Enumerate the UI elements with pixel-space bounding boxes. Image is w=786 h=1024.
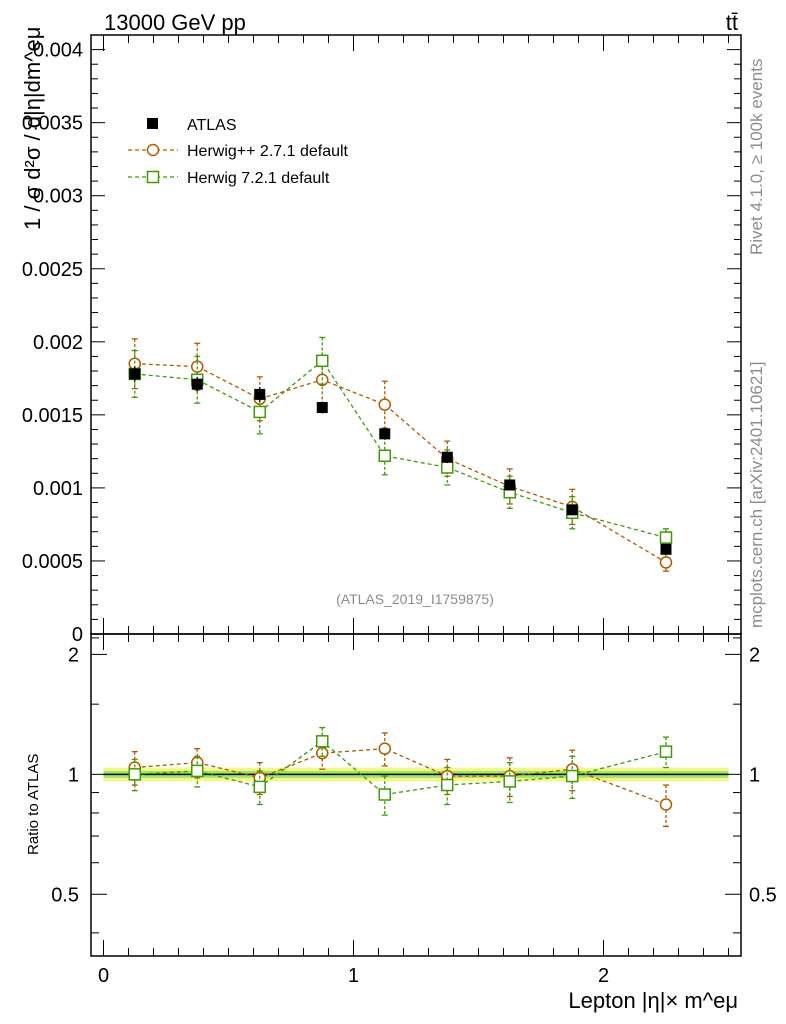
ratio-point-herwigpp xyxy=(378,742,391,755)
legend-label-atlas: ATLAS xyxy=(187,117,237,134)
main-y-tick-label: 0.0025 xyxy=(22,259,83,281)
main-point-data xyxy=(254,388,266,400)
ratio-frame xyxy=(90,633,742,957)
main-point-data xyxy=(566,504,578,516)
main-y-tick-label: 0.0005 xyxy=(22,551,83,573)
energy-label: 13000 GeV pp xyxy=(104,10,246,35)
main-point-herwig7 xyxy=(441,461,454,474)
main-y-tick-label: 0 xyxy=(72,624,83,646)
ratio-point-herwig7 xyxy=(566,769,579,783)
main-line-herwigpp xyxy=(134,363,667,563)
ratio-point-herwigpp xyxy=(659,798,673,811)
main-point-data xyxy=(129,368,141,380)
ratio-line-herwig7 xyxy=(134,740,667,796)
legend-marker-herwig7 xyxy=(146,170,160,184)
main-point-herwig7 xyxy=(659,531,673,544)
ratio-y-tick-label-right: 1 xyxy=(749,764,760,786)
main-y-tick-label: 0.003 xyxy=(33,186,83,208)
ratio-y-tick-label: 1 xyxy=(68,764,79,786)
mcplots-label: mcplots.cern.ch [arXiv:2401.10621] xyxy=(747,362,766,628)
ratio-point-herwig7 xyxy=(503,775,516,788)
main-y-axis-title: 1 / σ d²σ / d|η|dm^eμ xyxy=(20,27,45,230)
legend-marker-atlas xyxy=(147,118,158,129)
ratio-point-herwig7 xyxy=(378,788,391,801)
x-tick-label: 2 xyxy=(598,965,609,987)
main-point-herwigpp xyxy=(659,556,673,569)
ratio-y-axis-title: Ratio to ATLAS xyxy=(25,754,42,855)
main-point-herwig7 xyxy=(378,449,391,463)
ratio-y-tick-label: 2 xyxy=(68,644,79,666)
main-point-herwig7 xyxy=(253,405,266,419)
analysis-label: (ATLAS_2019_I1759875) xyxy=(336,591,494,607)
ratio-y-tick-label-right: 2 xyxy=(749,644,760,666)
main-point-data xyxy=(316,402,328,414)
ratio-y-tick-label: 0.5 xyxy=(51,884,79,906)
x-axis-title: Lepton |η|× m^eμ xyxy=(568,988,738,1013)
main-line-herwig7 xyxy=(134,359,667,539)
main-y-tick-label: 0.004 xyxy=(33,40,83,62)
main-y-tick-label: 0.001 xyxy=(33,478,83,500)
ratio-point-herwig7 xyxy=(659,745,673,758)
legend-label-herwigpp: Herwig++ 2.7.1 default xyxy=(187,143,349,160)
ratio-y-tick-label-right: 0.5 xyxy=(749,884,777,906)
x-tick-label: 0 xyxy=(98,965,109,987)
main-panel: 0 0.0005 0.001 0.0015 0.002 0.0025 0.003 0.0035… xyxy=(22,34,742,646)
legend-marker-herwigpp xyxy=(146,143,160,157)
legend: ATLAS Herwig++ 2.7.1 default Herwig 7.2.… xyxy=(128,117,349,187)
ratio-point-herwig7 xyxy=(441,778,454,792)
legend-label-herwig7: Herwig 7.2.1 default xyxy=(187,170,330,187)
ratio-line-herwigpp xyxy=(134,747,667,806)
main-point-data xyxy=(191,378,203,390)
main-point-herwig7 xyxy=(316,354,329,368)
main-y-tick-label: 0.0015 xyxy=(22,405,83,427)
main-y-tick-label: 0.002 xyxy=(33,332,83,354)
rivet-label: Rivet 4.1.0, ≥ 100k events xyxy=(747,59,766,255)
main-point-data xyxy=(379,428,391,440)
x-tick-label: 1 xyxy=(348,965,359,987)
ratio-panel: 0 1 2 0.5 0.5 1 1 2 2 xyxy=(51,633,777,987)
ratio-point-herwig7 xyxy=(191,764,204,778)
ratio-point-herwig7 xyxy=(253,780,266,794)
process-label: tt̄ xyxy=(726,10,738,35)
main-point-data xyxy=(504,479,516,491)
main-y-tick-label: 0.0035 xyxy=(22,113,83,135)
main-point-herwigpp xyxy=(378,398,391,411)
ratio-point-herwig7 xyxy=(128,768,141,781)
main-point-data xyxy=(660,543,672,555)
main-point-data xyxy=(441,451,453,463)
ratio-point-herwig7 xyxy=(316,735,329,748)
